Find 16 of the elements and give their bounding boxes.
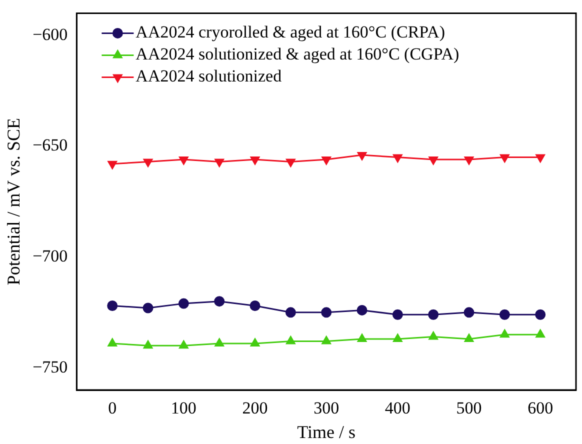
y-tick-label: −750 [32,357,68,376]
x-tick-label: 400 [384,398,410,418]
y-tick-label: −650 [32,136,68,155]
legend-label: AA2024 cryorolled & aged at 160°C (CRPA) [136,22,445,42]
legend-label: AA2024 solutionized & aged at 160°C (CGPA) [136,44,460,64]
x-tick-label: 500 [456,398,482,418]
x-tick-label: 0 [108,398,117,418]
x-tick-label: 100 [170,398,196,418]
y-tick-label: −600 [32,24,68,44]
x-tick-label: 200 [242,398,268,418]
y-tick-label: −700 [32,246,68,266]
y-axis-title: Potential / mV vs. SCE [4,118,24,286]
legend-label: AA2024 solutionized [136,66,282,86]
x-axis-title: Time / s [297,422,356,442]
x-tick-label: 600 [528,398,554,418]
x-tick-label: 300 [314,398,340,418]
